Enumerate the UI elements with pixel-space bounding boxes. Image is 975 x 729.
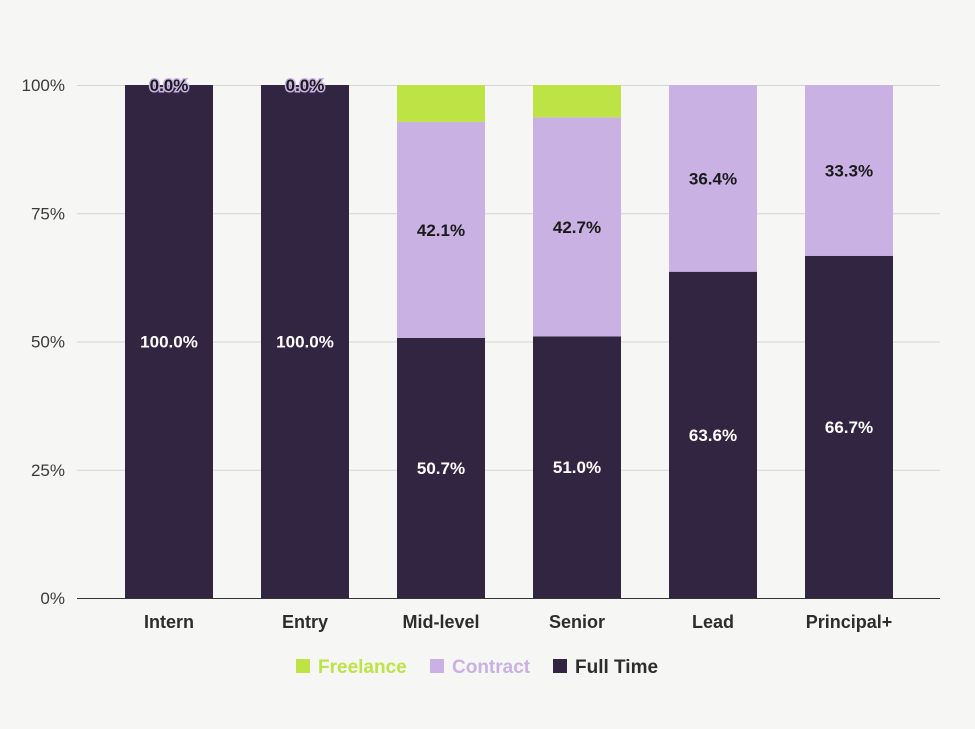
data-label-contract-mid-level: 42.1%	[417, 221, 465, 240]
data-label-full-time-entry: 100.0%	[276, 333, 334, 352]
data-label-full-time-principal: 66.7%	[825, 418, 873, 437]
legend-swatch	[553, 659, 567, 673]
grid-lines	[77, 85, 940, 471]
data-label-contract-intern: 0.0%	[150, 76, 189, 95]
bar-full-time-intern	[125, 85, 213, 598]
x-category-label: Lead	[692, 612, 734, 632]
x-category-label: Entry	[282, 612, 328, 632]
legend-swatch	[430, 659, 444, 673]
bar-contract-lead	[669, 85, 757, 272]
x-category-label: Mid-level	[402, 612, 479, 632]
data-label-contract-principal: 33.3%	[825, 161, 873, 180]
bar-full-time-principal	[805, 255, 893, 599]
data-label-contract-entry: 0.0%	[286, 76, 325, 95]
data-label-full-time-senior: 51.0%	[553, 458, 601, 477]
x-axis-categories: Intern Entry Mid-level Senior Lead Principal+	[144, 612, 892, 632]
data-label-contract-lead: 36.4%	[689, 169, 737, 188]
bar-full-time-senior	[533, 336, 621, 598]
legend-label: Freelance	[318, 657, 407, 678]
bar-contract-senior	[533, 117, 621, 337]
legend-item-contract[interactable]: Contract	[430, 657, 531, 678]
x-category-label: Intern	[144, 612, 194, 632]
bar-freelance-mid-level	[397, 85, 485, 122]
legend-swatch	[296, 659, 310, 673]
bar-full-time-lead	[669, 271, 757, 598]
data-label-full-time-lead: 63.6%	[689, 426, 737, 445]
x-category-label: Senior	[549, 612, 605, 632]
data-label-full-time-intern: 100.0%	[140, 333, 198, 352]
bars	[125, 85, 893, 599]
x-category-label: Principal+	[806, 612, 893, 632]
y-tick-label: 50%	[31, 333, 65, 352]
y-tick-label: 100%	[22, 76, 65, 95]
bar-full-time-entry	[261, 85, 349, 598]
data-label-contract-senior: 42.7%	[553, 218, 601, 237]
legend-item-full-time[interactable]: Full Time	[553, 657, 658, 678]
y-axis-ticks: 0% 25% 50% 75% 100%	[22, 76, 65, 608]
y-tick-label: 25%	[31, 461, 65, 480]
legend-label: Contract	[452, 657, 531, 678]
legend-item-freelance[interactable]: Freelance	[296, 657, 407, 678]
legend[interactable]: Freelance Contract Full Time	[296, 657, 658, 678]
y-tick-label: 0%	[40, 589, 65, 608]
legend-label: Full Time	[575, 657, 658, 678]
bar-contract-mid-level	[397, 121, 485, 338]
y-tick-label: 75%	[31, 204, 65, 223]
bar-freelance-senior	[533, 85, 621, 118]
data-label-full-time-mid-level: 50.7%	[417, 459, 465, 478]
bar-full-time-mid-level	[397, 337, 485, 598]
bar-contract-principal	[805, 85, 893, 256]
data-labels: 100.0% 0.0% 100.0% 0.0% 50.7% 42.1% 51.0% 42.7%…	[140, 75, 873, 478]
